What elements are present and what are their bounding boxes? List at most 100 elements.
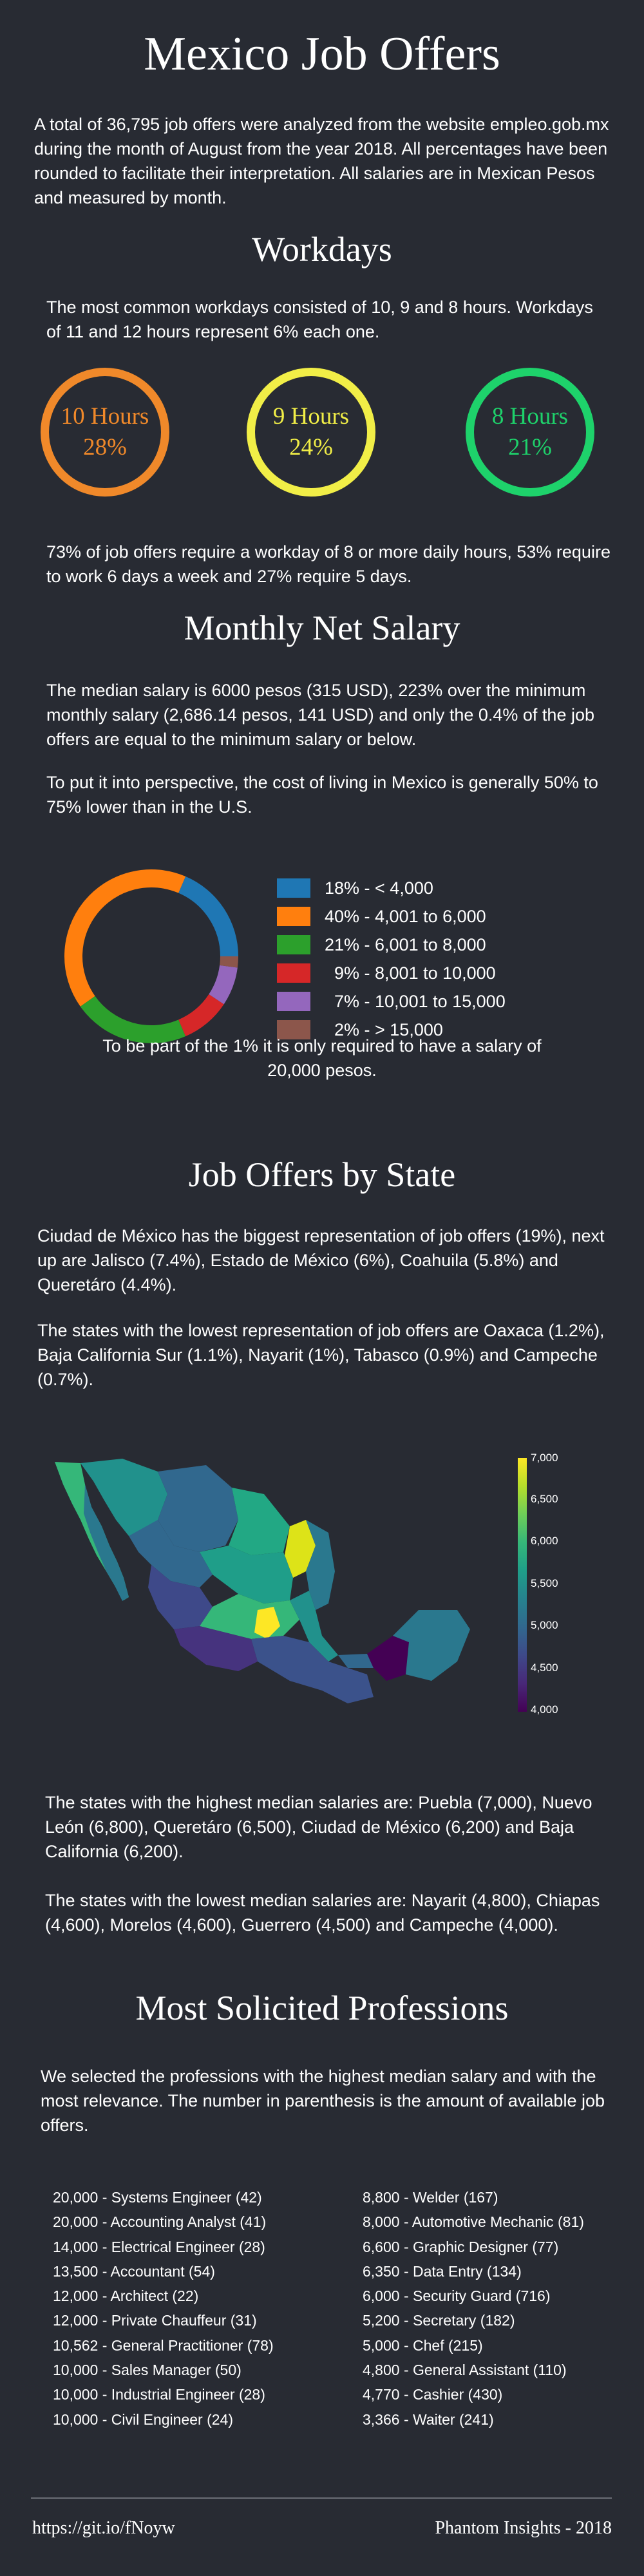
professions-left-column: 20,000 - Systems Engineer (42) 20,000 - … — [53, 2185, 274, 2432]
map-yucatan — [393, 1610, 470, 1681]
states-text-1: Ciudad de México has the biggest represe… — [37, 1226, 605, 1294]
map-nuevo-leon — [285, 1520, 316, 1578]
profession-item: 12,000 - Private Chauffeur (31) — [53, 2312, 257, 2329]
donut-slice-3 — [80, 996, 186, 1043]
legend-label: 7% - 10,001 to 15,000 — [325, 991, 506, 1011]
salary-legend: 18% - < 4,000 40% - 4,001 to 6,000 21% -… — [277, 874, 506, 1044]
legend-swatch — [277, 1020, 310, 1039]
legend-item: 7% - 10,001 to 15,000 — [277, 987, 506, 1016]
profession-item: 10,562 - General Practitioner (78) — [53, 2336, 274, 2354]
footer-divider — [31, 2497, 612, 2499]
map-baja-california-sur — [84, 1484, 129, 1601]
mexico-salary-map — [55, 1459, 470, 1703]
profession-item: 4,800 - General Assistant (110) — [363, 2362, 567, 2379]
profession-item: 20,000 - Systems Engineer (42) — [53, 2189, 262, 2206]
map-coahuila — [229, 1488, 290, 1555]
colorbar-tick: 6,000 — [531, 1535, 558, 1547]
legend-swatch — [277, 935, 310, 954]
colorbar-tick: 6,500 — [531, 1493, 558, 1505]
donut-slice-2 — [64, 869, 186, 1007]
donut-slice-5 — [209, 965, 238, 1005]
circle-value: 28% — [83, 434, 127, 460]
legend-label: 9% - 8,001 to 10,000 — [325, 963, 496, 983]
profession-item: 20,000 - Accounting Analyst (41) — [53, 2213, 267, 2231]
profession-item: 10,000 - Civil Engineer (24) — [53, 2410, 233, 2428]
profession-item: 8,000 - Automotive Mechanic (81) — [363, 2213, 584, 2231]
legend-swatch — [277, 992, 310, 1011]
map-guerrero-michoacan — [174, 1626, 258, 1671]
profession-item: 12,000 - Architect (22) — [53, 2287, 199, 2305]
profession-item: 4,770 - Cashier (430) — [363, 2386, 503, 2403]
profession-item: 6,350 - Data Entry (134) — [363, 2262, 522, 2280]
map-campeche — [367, 1636, 409, 1681]
salary-text-1: The median salary is 6000 pesos (315 USD… — [46, 681, 595, 749]
colorbar-tick: 7,000 — [531, 1452, 558, 1464]
map-chihuahua — [158, 1465, 238, 1552]
salary-donut-chart — [64, 869, 238, 1043]
map-tabasco — [338, 1654, 374, 1668]
colorbar-tick: 4,500 — [531, 1662, 558, 1674]
profession-item: 5,200 - Secretary (182) — [363, 2312, 515, 2329]
professions-title: Most Solicited Professions — [135, 1989, 509, 2027]
colorbar-tick: 5,500 — [531, 1577, 558, 1589]
donut-slice-1 — [178, 876, 238, 957]
states-text-3: The states with the highest median salar… — [45, 1793, 592, 1861]
workday-9-hours-circle: 9 Hours 24% — [247, 368, 375, 497]
map-tamaulipas — [306, 1520, 335, 1610]
circle-label: 8 Hours — [491, 403, 569, 430]
salary-text-2: To put it into perspective, the cost of … — [46, 773, 598, 817]
profession-item: 5,000 - Chef (215) — [363, 2336, 483, 2354]
map-zacatecas-slp — [200, 1546, 293, 1604]
profession-item: 8,800 - Welder (167) — [363, 2189, 498, 2206]
workdays-title: Workdays — [252, 230, 392, 269]
legend-swatch — [277, 963, 310, 983]
legend-label: 40% - 4,001 to 6,000 — [325, 906, 486, 926]
donut-slice-4 — [178, 994, 224, 1037]
profession-item: 6,000 - Security Guard (716) — [363, 2287, 551, 2305]
map-durango-sinaloa — [129, 1520, 213, 1587]
footer-link[interactable]: https://git.io/fNoyw — [32, 2518, 175, 2538]
legend-item: 21% - 6,001 to 8,000 — [277, 931, 506, 959]
map-veracruz — [290, 1591, 338, 1662]
legend-label: 21% - 6,001 to 8,000 — [325, 934, 486, 954]
page-title: Mexico Job Offers — [144, 28, 500, 80]
states-text-2: The states with the lowest representatio… — [37, 1321, 605, 1389]
circle-label: 9 Hours — [272, 403, 350, 430]
legend-swatch — [277, 878, 310, 898]
profession-item: 13,500 - Accountant (54) — [53, 2262, 215, 2280]
legend-swatch — [277, 907, 310, 926]
workdays-footer-text: 73% of job offers require a workday of 8… — [46, 542, 611, 586]
salary-title: Monthly Net Salary — [184, 609, 460, 647]
circle-value: 21% — [508, 434, 552, 460]
profession-item: 3,366 - Waiter (241) — [363, 2410, 494, 2428]
legend-item: 18% - < 4,000 — [277, 874, 506, 902]
states-text-4: The states with the lowest median salari… — [45, 1891, 600, 1935]
map-jalisco-nayarit — [148, 1565, 213, 1629]
legend-item: 40% - 4,001 to 6,000 — [277, 902, 506, 931]
profession-item: 10,000 - Sales Manager (50) — [53, 2362, 242, 2379]
workday-10-hours-circle: 10 Hours 28% — [41, 368, 169, 497]
legend-item: 9% - 8,001 to 10,000 — [277, 959, 506, 987]
professions-right-column: 8,800 - Welder (167) 8,000 - Automotive … — [363, 2185, 584, 2432]
professions-text: We selected the professions with the hig… — [41, 2067, 605, 2135]
legend-label: 2% - > 15,000 — [325, 1019, 443, 1039]
circle-value: 24% — [289, 434, 333, 460]
legend-item: 2% - > 15,000 — [277, 1016, 506, 1044]
workday-8-hours-circle: 8 Hours 21% — [466, 368, 594, 497]
profession-item: 14,000 - Electrical Engineer (28) — [53, 2238, 265, 2255]
map-colorbar — [518, 1458, 527, 1712]
map-puebla — [254, 1607, 280, 1639]
profession-item: 6,600 - Graphic Designer (77) — [363, 2238, 559, 2255]
profession-item: 10,000 - Industrial Engineer (28) — [53, 2386, 265, 2403]
legend-label: 18% - < 4,000 — [325, 878, 433, 898]
footer-credit: Phantom Insights - 2018 — [435, 2518, 612, 2538]
colorbar-tick: 4,000 — [531, 1703, 558, 1716]
circle-label: 10 Hours — [61, 403, 149, 430]
workdays-text: The most common workdays consisted of 10… — [46, 298, 593, 341]
salary-footer-text: To be part of the 1% it is only required… — [102, 1036, 542, 1080]
colorbar-tick: 5,000 — [531, 1619, 558, 1631]
map-sonora — [80, 1459, 167, 1539]
intro-text: A total of 36,795 job offers were analyz… — [34, 115, 609, 207]
states-title: Job Offers by State — [188, 1155, 456, 1194]
map-oaxaca-chiapas — [251, 1636, 374, 1703]
